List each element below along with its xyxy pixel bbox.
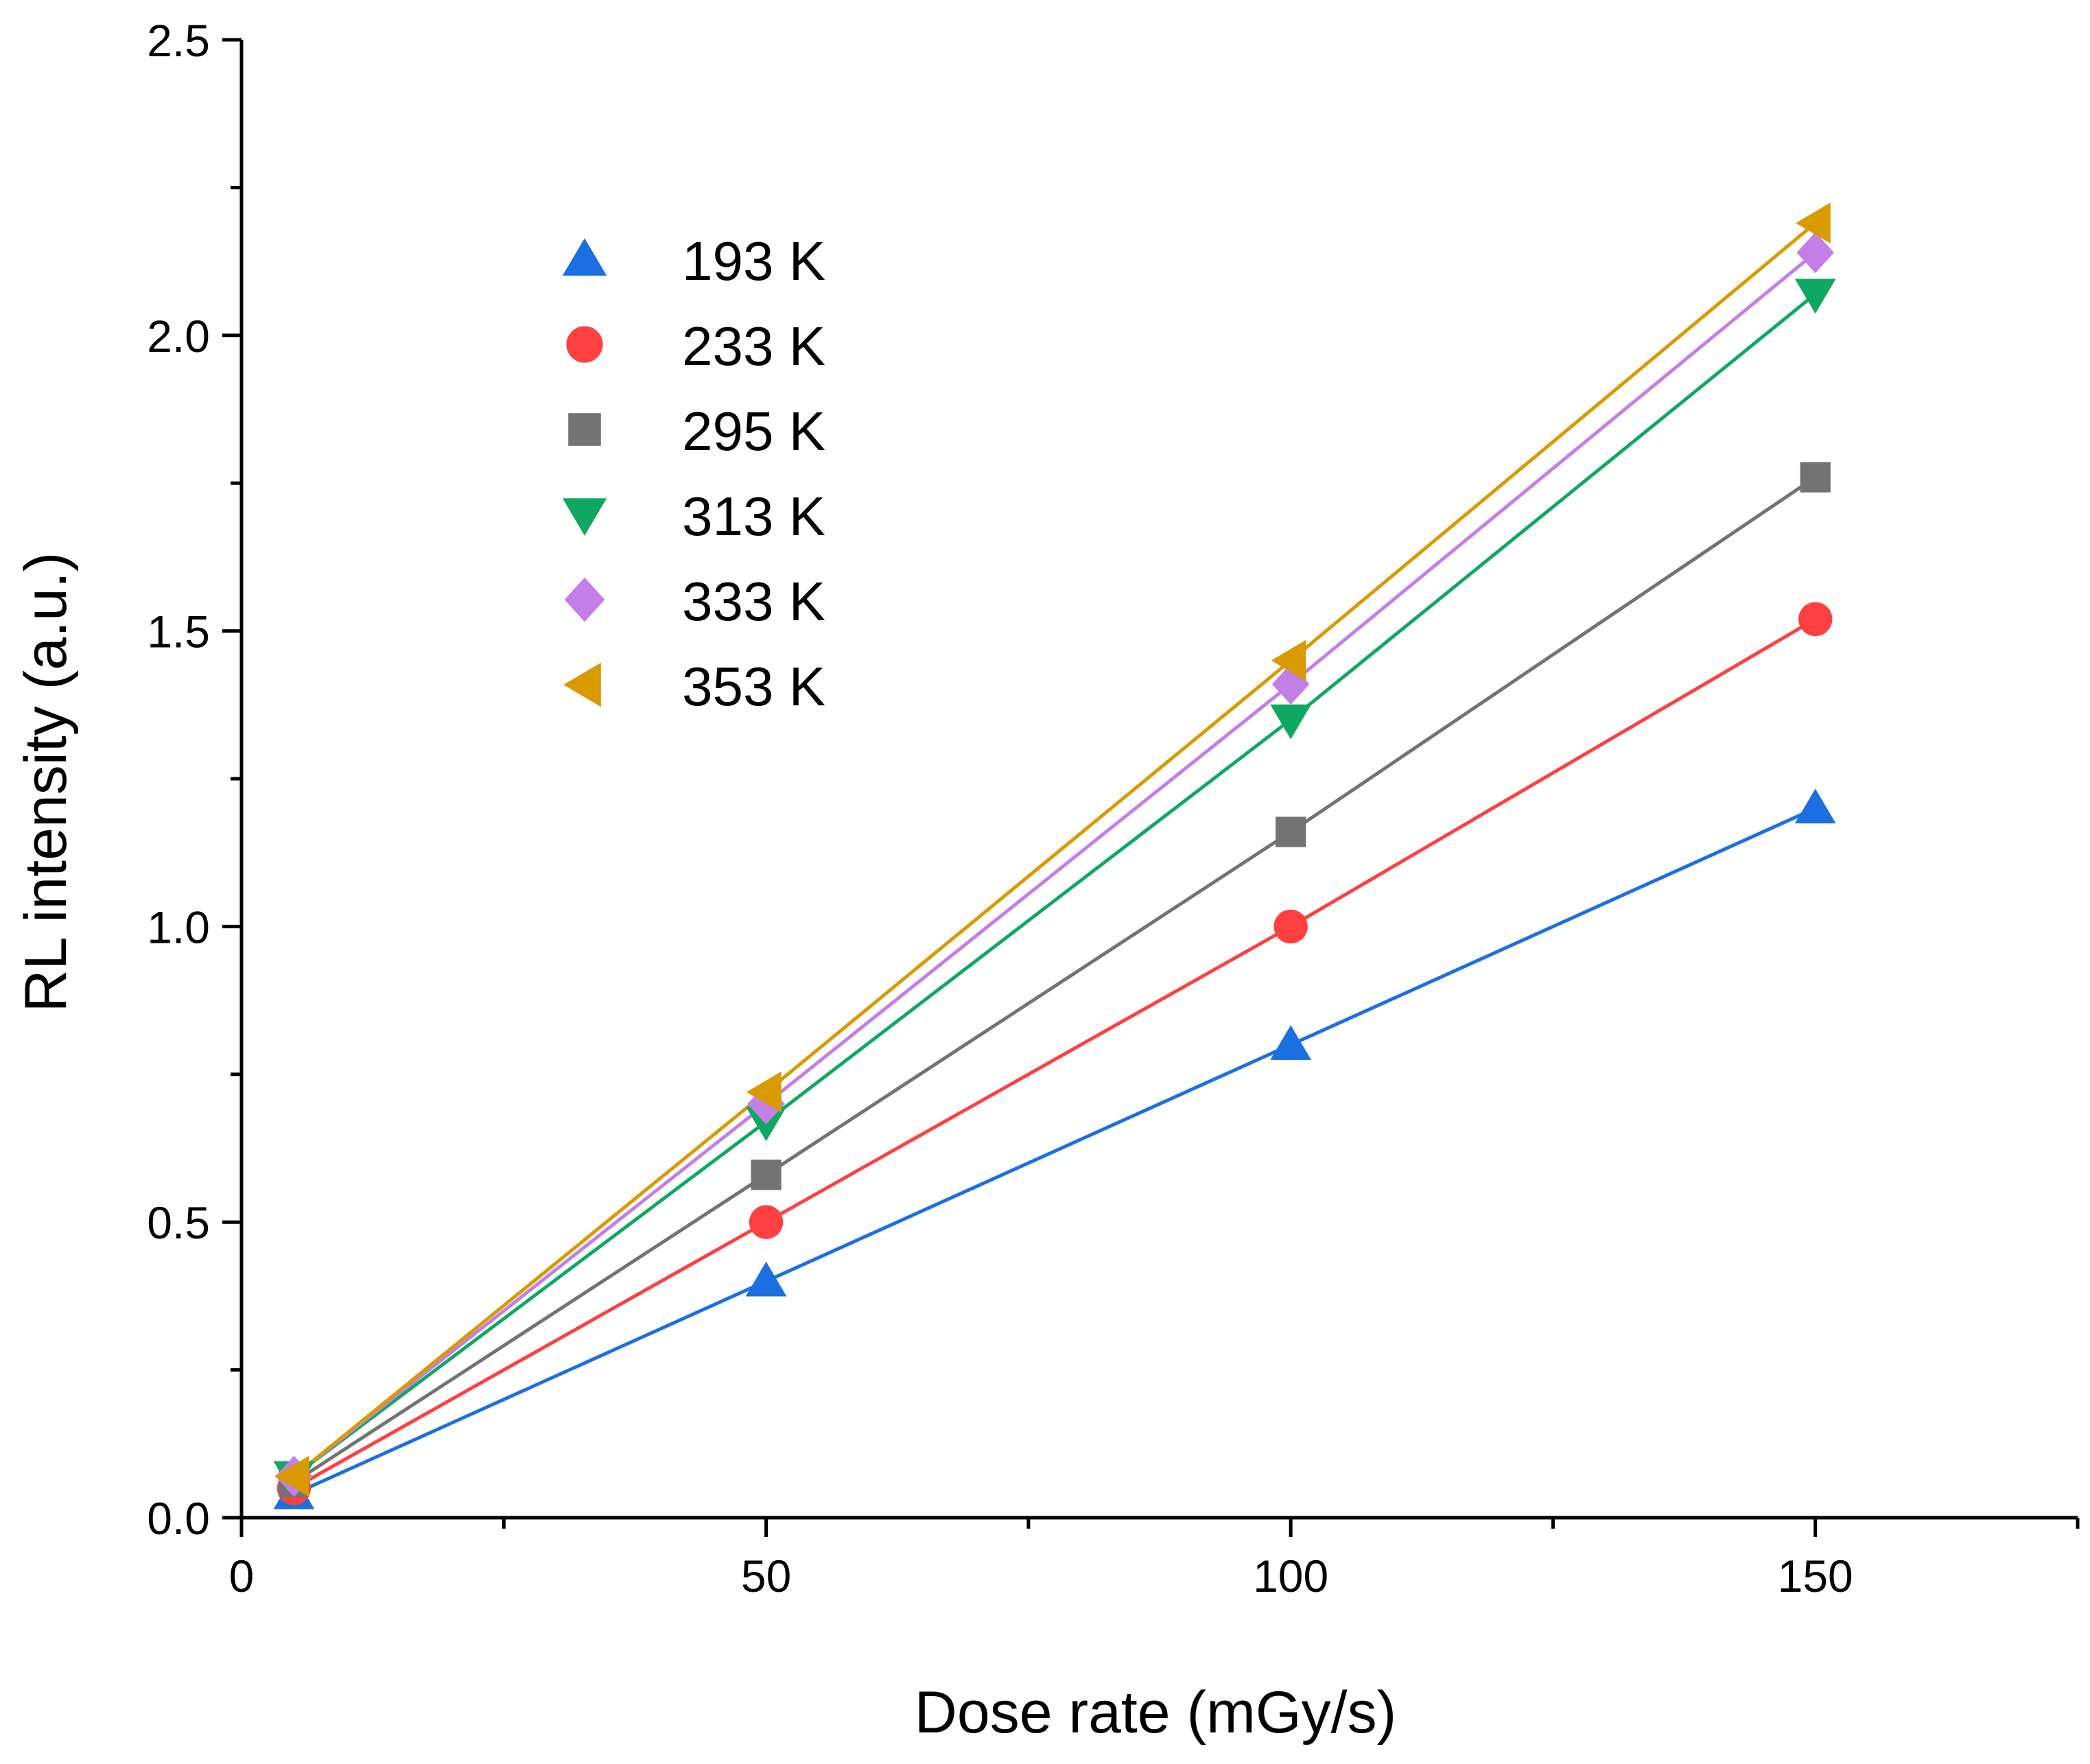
series-line-353-k xyxy=(292,222,1817,1478)
axes: 0 50 100 150 0.0 0.5 1.0 1.5 2.0 2.5 xyxy=(147,15,2080,1601)
data-point-193-k-2 xyxy=(1270,1025,1312,1060)
data-point-313-k-3 xyxy=(1794,279,1836,314)
series-line-233-k xyxy=(293,618,1816,1490)
y-tick-label: 1.0 xyxy=(147,902,210,952)
series-line-313-k xyxy=(292,292,1817,1478)
data-point-193-k-1 xyxy=(745,1261,787,1297)
legend: 193 K 233 K 295 K 313 K 333 K 353 K xyxy=(562,231,825,717)
data-point-313-k-2 xyxy=(1270,704,1312,740)
data-point-233-k-2 xyxy=(1273,909,1308,944)
y-tick-label: 2.0 xyxy=(147,311,210,362)
legend-label-193-k: 193 K xyxy=(682,231,825,292)
legend-marker-295-k xyxy=(568,413,601,446)
data-point-333-k-3 xyxy=(1796,232,1835,274)
data-point-193-k-3 xyxy=(1794,788,1836,824)
legend-marker-313-k xyxy=(562,498,607,536)
legend-marker-333-k xyxy=(564,577,605,622)
y-tick-label: 1.5 xyxy=(147,607,210,657)
x-tick-label: 50 xyxy=(741,1551,791,1601)
legend-label-233-k: 233 K xyxy=(682,316,825,377)
y-tick-label: 0.5 xyxy=(147,1197,210,1248)
legend-label-353-k: 353 K xyxy=(682,656,825,717)
data-point-353-k-0 xyxy=(274,1455,309,1497)
data-point-353-k-3 xyxy=(1796,202,1831,244)
data-point-233-k-3 xyxy=(1798,602,1833,637)
legend-marker-193-k xyxy=(562,238,607,276)
data-point-295-k-3 xyxy=(1800,462,1831,493)
data-point-233-k-1 xyxy=(749,1205,784,1239)
data-point-295-k-1 xyxy=(751,1160,782,1190)
x-axis-title: Dose rate (mGy/s) xyxy=(915,1680,1396,1745)
legend-marker-233-k xyxy=(566,326,603,363)
series-markers xyxy=(273,202,1836,1509)
x-tick-label: 0 xyxy=(229,1551,255,1601)
series-line-295-k xyxy=(293,475,1817,1484)
legend-label-295-k: 295 K xyxy=(682,401,825,462)
y-axis-title: RL intensity (a.u.) xyxy=(13,552,79,1013)
series-line-193-k xyxy=(293,806,1816,1496)
data-point-353-k-2 xyxy=(1271,639,1306,681)
legend-marker-353-k xyxy=(563,662,601,707)
data-point-333-k-2 xyxy=(1271,663,1310,705)
series-lines xyxy=(292,222,1817,1496)
data-point-295-k-2 xyxy=(1276,816,1306,847)
data-point-353-k-1 xyxy=(746,1071,782,1113)
series-line-333-k xyxy=(292,251,1817,1478)
x-tick-label: 150 xyxy=(1778,1551,1853,1601)
legend-label-313-k: 313 K xyxy=(682,486,825,547)
y-tick-label: 2.5 xyxy=(147,15,210,66)
legend-label-333-k: 333 K xyxy=(682,571,825,632)
y-tick-label: 0.0 xyxy=(147,1493,210,1544)
x-tick-label: 100 xyxy=(1253,1551,1328,1601)
